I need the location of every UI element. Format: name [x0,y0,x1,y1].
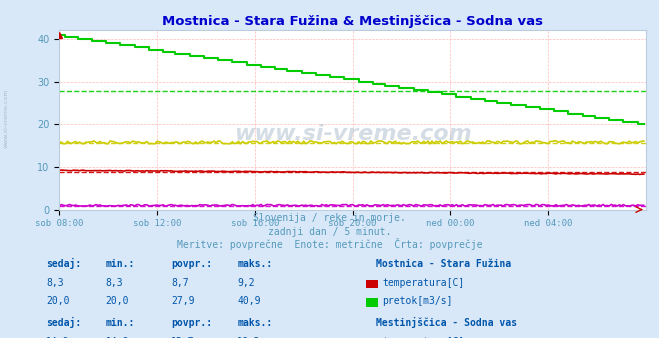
Text: 20,0: 20,0 [105,296,129,306]
Text: pretok[m3/s]: pretok[m3/s] [382,296,453,306]
Text: zadnji dan / 5 minut.: zadnji dan / 5 minut. [268,227,391,237]
Text: temperatura[C]: temperatura[C] [382,337,465,338]
Text: povpr.:: povpr.: [171,259,212,269]
Text: 8,3: 8,3 [46,277,64,288]
Text: 16,3: 16,3 [237,337,261,338]
Text: sedaj:: sedaj: [46,258,81,269]
Text: 8,7: 8,7 [171,277,189,288]
Text: Mostnica - Stara Fužina: Mostnica - Stara Fužina [376,259,511,269]
Text: 8,3: 8,3 [105,277,123,288]
Text: 14,9: 14,9 [46,337,70,338]
Text: www.si-vreme.com: www.si-vreme.com [3,89,9,148]
Text: www.si-vreme.com: www.si-vreme.com [234,124,471,144]
Text: 40,9: 40,9 [237,296,261,306]
Text: Meritve: povprečne  Enote: metrične  Črta: povprečje: Meritve: povprečne Enote: metrične Črta:… [177,238,482,250]
Text: temperatura[C]: temperatura[C] [382,277,465,288]
Text: Mestinjščica - Sodna vas: Mestinjščica - Sodna vas [376,317,517,328]
Text: 15,7: 15,7 [171,337,195,338]
Text: 27,9: 27,9 [171,296,195,306]
Title: Mostnica - Stara Fužina & Mestinjščica - Sodna vas: Mostnica - Stara Fužina & Mestinjščica -… [162,15,543,28]
Text: 9,2: 9,2 [237,277,255,288]
Text: maks.:: maks.: [237,259,272,269]
Text: Slovenija / reke in morje.: Slovenija / reke in morje. [253,213,406,223]
Text: sedaj:: sedaj: [46,317,81,328]
Text: 20,0: 20,0 [46,296,70,306]
Text: 14,9: 14,9 [105,337,129,338]
Text: povpr.:: povpr.: [171,318,212,328]
Text: maks.:: maks.: [237,318,272,328]
Text: min.:: min.: [105,259,135,269]
Text: min.:: min.: [105,318,135,328]
